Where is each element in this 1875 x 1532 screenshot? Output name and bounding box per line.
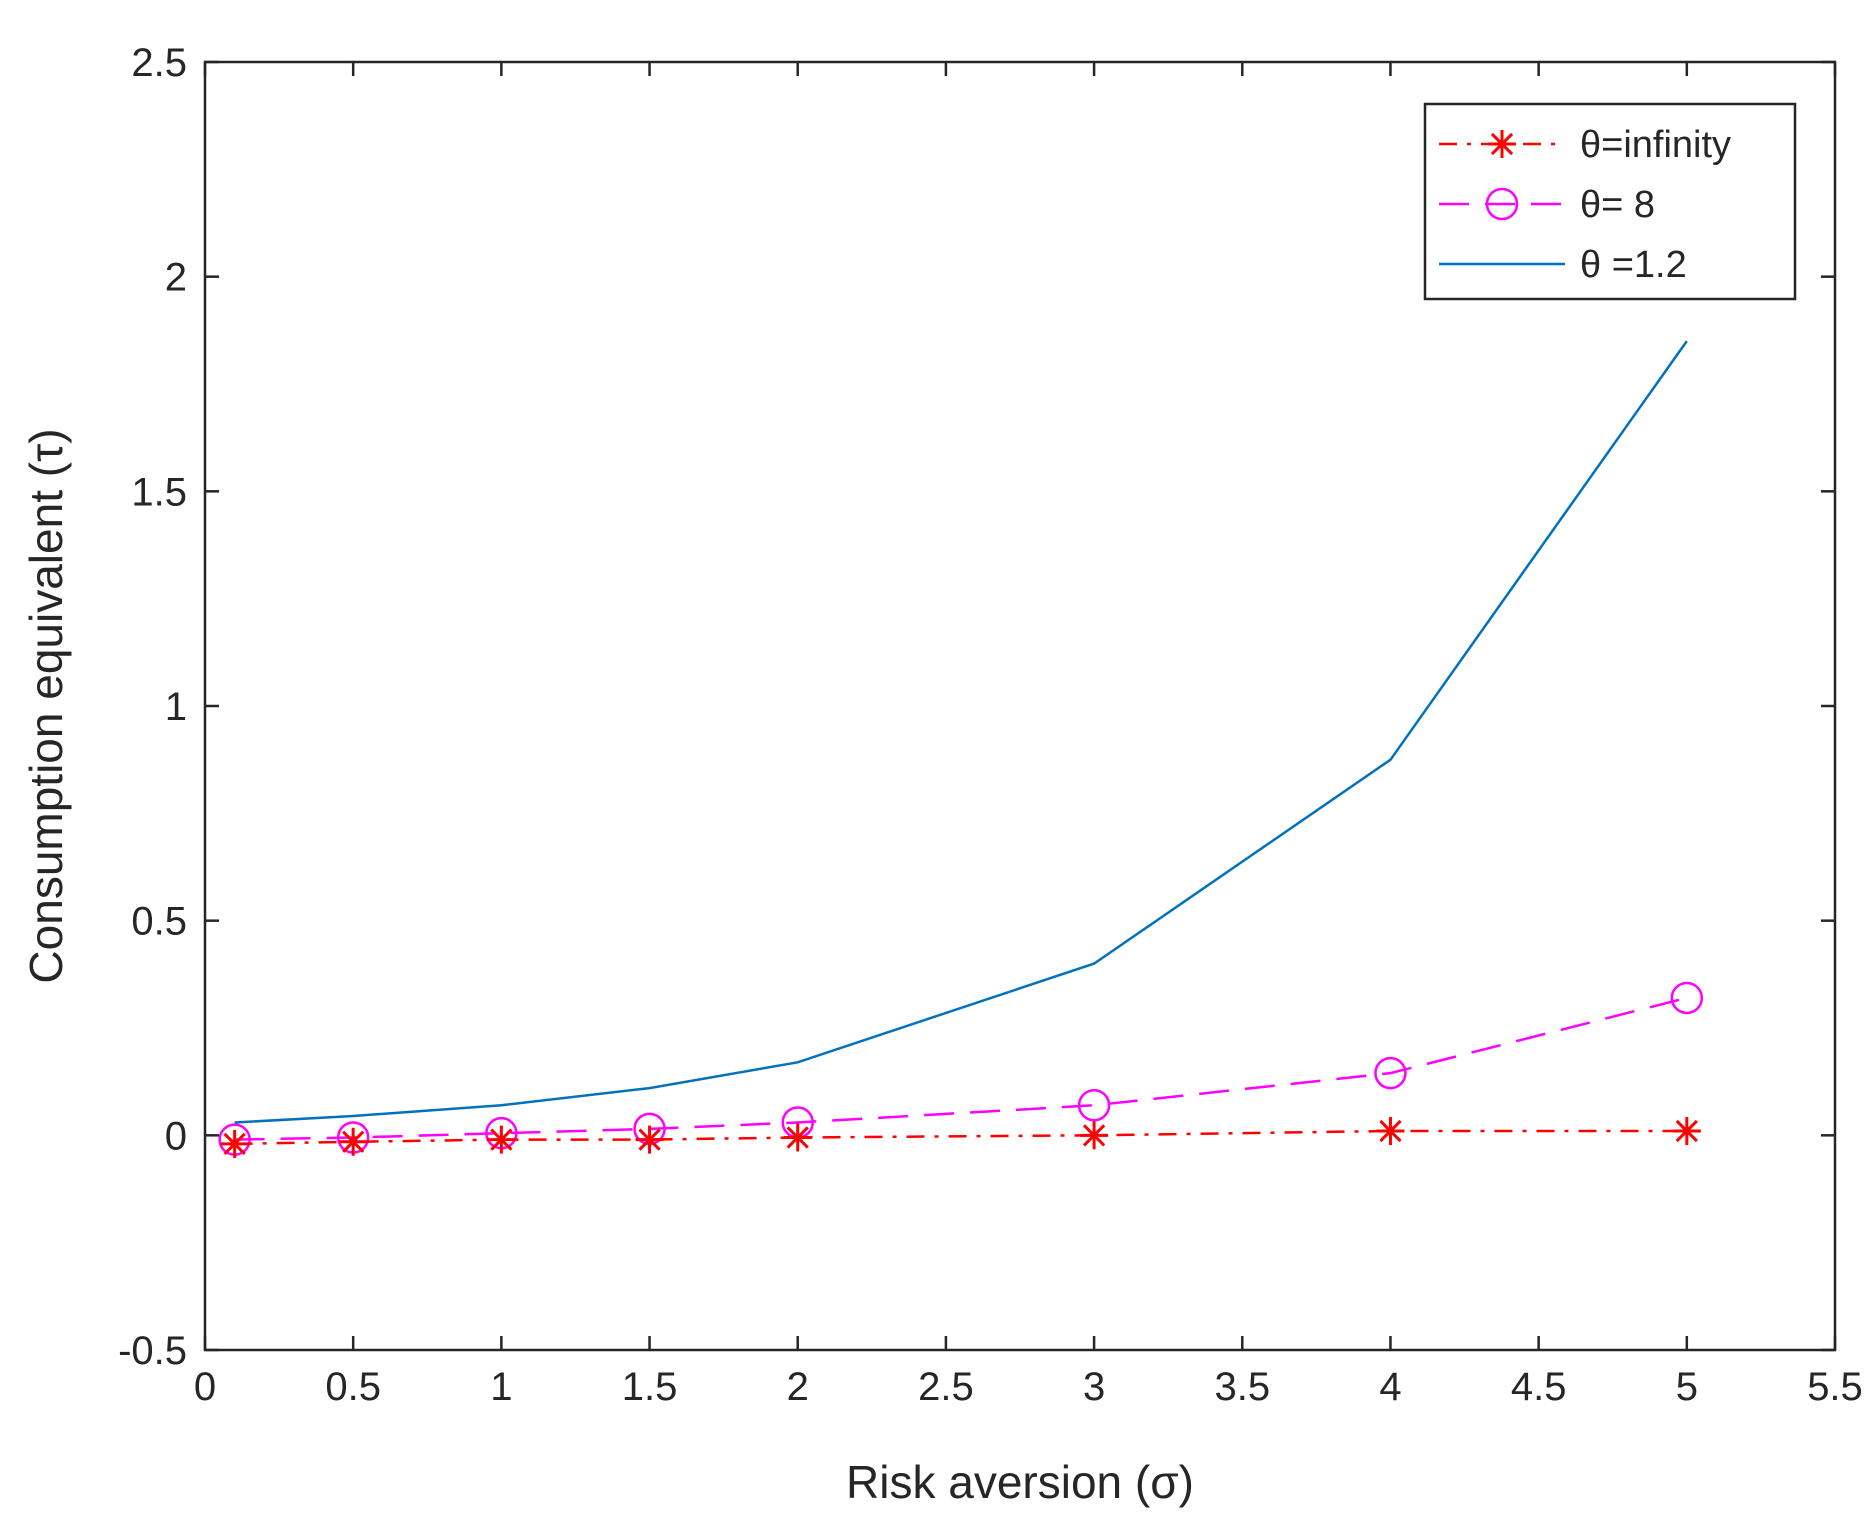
legend-label-1: θ= 8 [1580,184,1655,226]
y-tick-label: 2.5 [131,41,187,85]
circle-marker [1670,981,1704,1015]
x-axis-title: Risk aversion (σ) [846,1456,1194,1508]
x-tick-label: 5 [1676,1365,1698,1409]
asterisk-marker [1080,1121,1109,1150]
asterisk-marker [1488,130,1516,158]
asterisk-marker [487,1125,516,1154]
y-tick-label: 1.5 [131,470,187,514]
series-line-0 [234,1129,1687,1146]
asterisk-stroke [490,1128,513,1151]
series-line-2 [234,340,1688,1124]
y-tick-label: 0.5 [131,900,187,944]
asterisk-marker [1672,1117,1701,1146]
x-tick-label: 3.5 [1214,1365,1270,1409]
series-layer [218,340,1704,1158]
asterisk-marker [220,1129,249,1158]
asterisk-stroke [342,1130,365,1153]
y-tick-label: 0 [165,1114,187,1158]
y-tick-label: 1 [165,685,187,729]
y-axis-title: Consumption equivalent (τ) [20,428,72,983]
x-tick-label: 0 [194,1365,216,1409]
y-tick-label: -0.5 [118,1329,187,1373]
x-tick-label: 1 [490,1365,512,1409]
asterisk-marker [1376,1117,1405,1146]
circle-marker [1374,1056,1407,1090]
asterisk-stroke [223,1132,246,1156]
asterisk-stroke [1490,132,1514,156]
circle-marker [1485,187,1519,221]
legend-label-2: θ =1.2 [1580,244,1687,286]
asterisk-marker [783,1123,812,1152]
x-tick-label: 2.5 [918,1365,974,1409]
x-tick-label: 1.5 [622,1365,678,1409]
x-tick-label: 2 [787,1365,809,1409]
circle-marker [1077,1089,1111,1122]
asterisk-stroke [786,1126,809,1149]
asterisk-stroke [1082,1124,1106,1147]
x-tick-label: 4 [1379,1365,1401,1409]
y-tick-label: 2 [165,256,187,300]
asterisk-marker [635,1125,664,1154]
legend: θ=infinity θ= 8 θ =1.2 [1423,102,1797,301]
x-tick-label: 3 [1083,1365,1105,1409]
asterisk-stroke [1379,1119,1402,1143]
asterisk-stroke [1675,1119,1698,1143]
x-tick-label: 4.5 [1511,1365,1567,1409]
x-tick-label: 0.5 [325,1365,381,1409]
x-tick-label: 5.5 [1807,1365,1863,1409]
series-line-1 [234,996,1688,1141]
asterisk-stroke [638,1128,661,1151]
axes-layer: 0 0.5 1 1.5 2 2.5 3 3.5 4 4.5 5 5.5-0.500.511.522.5 [118,41,1863,1409]
legend-label-0: θ=infinity [1580,124,1731,166]
asterisk-marker [339,1127,368,1156]
